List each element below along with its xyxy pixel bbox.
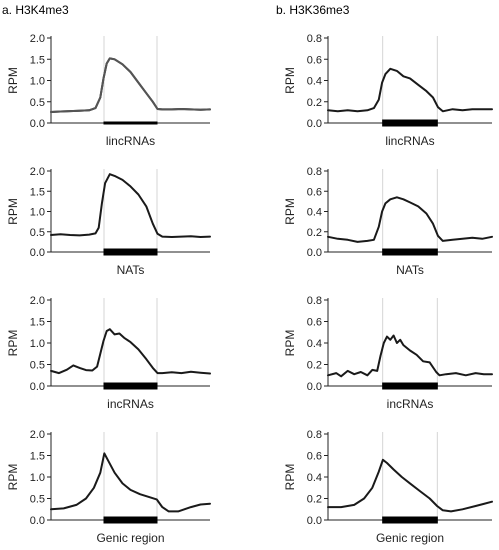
chart-5: 0.0 0.5 1.0 1.5 2.0 RPM incRNAs xyxy=(6,295,211,411)
chart-2-xlabel: lincRNAs xyxy=(385,134,434,148)
chart-6-ytick-label-3: 0.4 xyxy=(307,338,322,350)
chart-7-region-bar xyxy=(103,516,158,524)
chart-1-series-line-outline xyxy=(50,57,211,113)
chart-7-series-line xyxy=(50,452,211,513)
chart-3-ytick-label-1: 0.0 xyxy=(30,247,45,259)
chart-3-xlabel: NATs xyxy=(117,263,145,277)
chart-5-ylabel: RPM xyxy=(6,330,20,357)
chart-8-xlabel: Genic region xyxy=(376,531,444,545)
chart-4-ytick-label-2: 0.2 xyxy=(307,227,322,239)
chart-2-ytick-label-5: 0.8 xyxy=(307,33,322,45)
chart-4-ytick-label-5: 0.8 xyxy=(307,166,322,178)
chart-panels: 0.00.51.01.52.0RPMlincRNAs0.00.20.40.60.… xyxy=(6,33,493,545)
chart-1-ytick-label-2: 0.5 xyxy=(30,97,45,109)
chart-5-ytick-label-3: 1.0 xyxy=(30,338,45,350)
chart-6-series-line xyxy=(327,334,493,378)
chart-3-series-line xyxy=(50,173,211,238)
chart-8-region-bar xyxy=(382,516,438,524)
chart-2-ytick-label-3: 0.4 xyxy=(307,76,322,88)
chart-3-ytick-label-3: 1.0 xyxy=(30,207,45,219)
chart-2-ytick-label-1: 0.0 xyxy=(307,118,322,130)
chart-1: 0.0 0.5 1.0 1.5 2.0 RPM lincRNAs xyxy=(6,33,211,148)
chart-8: 0.0 0.2 0.4 0.6 0.8 RPM Genic region xyxy=(283,429,493,545)
chart-3-ytick-label-2: 0.5 xyxy=(30,227,45,239)
chart-2-ylabel: RPM xyxy=(283,67,297,94)
chart-2-region-bar xyxy=(382,119,438,127)
chart-2: 0.0 0.2 0.4 0.6 0.8 RPM lincRNAs xyxy=(283,33,493,148)
chart-7: 0.0 0.5 1.0 1.5 2.0 RPM Genic region xyxy=(6,429,211,545)
chart-6-ytick-label-4: 0.6 xyxy=(307,317,322,329)
chart-5-ytick-label-1: 0.0 xyxy=(30,381,45,393)
chart-5-ytick-label-5: 2.0 xyxy=(30,295,45,307)
chart-4-series-line xyxy=(327,196,493,243)
chart-6-ytick-label-5: 0.8 xyxy=(307,295,322,307)
chart-6: 0.0 0.2 0.4 0.6 0.8 RPM incRNAs xyxy=(283,295,493,411)
chart-1-ytick-label-5: 2.0 xyxy=(30,33,45,45)
chart-4-region-bar xyxy=(382,248,438,256)
chart-5-ytick-label-4: 1.5 xyxy=(30,317,45,329)
column-title-h3k36me3: b. H3K36me3 xyxy=(276,3,350,17)
chart-8-ytick-label-2: 0.2 xyxy=(307,494,322,506)
chart-5-region-bar xyxy=(103,382,158,390)
chart-6-ytick-label-2: 0.2 xyxy=(307,360,322,372)
chart-4: 0.0 0.2 0.4 0.6 0.8 RPM NATs xyxy=(283,166,493,277)
chart-5-xlabel: incRNAs xyxy=(107,397,154,411)
chart-8-ytick-label-5: 0.8 xyxy=(307,429,322,441)
chart-1-region-bar xyxy=(103,121,158,125)
chart-4-ytick-label-3: 0.4 xyxy=(307,207,322,219)
chart-4-xlabel: NATs xyxy=(396,263,424,277)
chart-3: 0.0 0.5 1.0 1.5 2.0 RPM NATs xyxy=(6,166,211,277)
chart-8-ytick-label-4: 0.6 xyxy=(307,451,322,463)
chart-7-ytick-label-4: 1.5 xyxy=(30,451,45,463)
chart-7-xlabel: Genic region xyxy=(96,531,164,545)
chart-4-ylabel: RPM xyxy=(283,198,297,225)
chart-2-ytick-label-4: 0.6 xyxy=(307,54,322,66)
chart-7-ytick-label-3: 1.0 xyxy=(30,472,45,484)
chart-7-ytick-label-5: 2.0 xyxy=(30,429,45,441)
chart-8-series-line xyxy=(327,458,493,513)
chart-7-ylabel: RPM xyxy=(6,464,20,491)
chart-1-series-line xyxy=(50,57,211,113)
chart-4-ytick-label-1: 0.0 xyxy=(307,247,322,259)
chart-3-ytick-label-5: 2.0 xyxy=(30,166,45,178)
chart-1-xlabel: lincRNAs xyxy=(106,134,155,148)
column-title-h3k4me3: a. H3K4me3 xyxy=(2,3,69,17)
chart-6-xlabel: incRNAs xyxy=(387,397,434,411)
chart-4-ytick-label-4: 0.6 xyxy=(307,186,322,198)
chart-5-series-line xyxy=(50,328,211,375)
chart-8-ytick-label-3: 0.4 xyxy=(307,472,322,484)
chart-2-series-line xyxy=(327,67,493,113)
chart-1-ytick-label-4: 1.5 xyxy=(30,54,45,66)
chart-8-ytick-label-1: 0.0 xyxy=(307,515,322,527)
chart-3-ylabel: RPM xyxy=(6,198,20,225)
chart-1-ytick-label-3: 1.0 xyxy=(30,76,45,88)
chart-6-ytick-label-1: 0.0 xyxy=(307,381,322,393)
chart-3-region-bar xyxy=(103,248,158,256)
chart-1-ytick-label-1: 0.0 xyxy=(30,118,45,130)
chart-2-ytick-label-2: 0.2 xyxy=(307,97,322,109)
chart-8-ylabel: RPM xyxy=(283,464,297,491)
chart-7-ytick-label-2: 0.5 xyxy=(30,494,45,506)
chart-5-ytick-label-2: 0.5 xyxy=(30,360,45,372)
chart-6-ylabel: RPM xyxy=(283,330,297,357)
chart-7-ytick-label-1: 0.0 xyxy=(30,515,45,527)
chart-6-region-bar xyxy=(382,382,438,390)
chart-1-ylabel: RPM xyxy=(6,67,20,94)
chart-3-ytick-label-4: 1.5 xyxy=(30,186,45,198)
